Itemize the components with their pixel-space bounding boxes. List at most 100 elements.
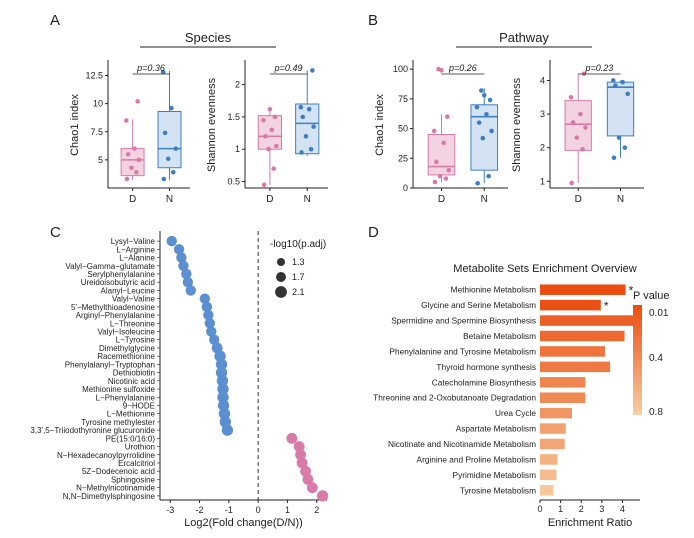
x-tick-label: 1 — [558, 504, 563, 514]
size-legend-dot — [277, 258, 285, 266]
pathway-label: Methionine Metabolism — [451, 285, 536, 295]
metabolite-label: Dimethylglycine — [99, 344, 156, 353]
metabolite-point — [204, 318, 216, 329]
data-point — [267, 106, 273, 112]
metabolite-label: N−Hexadecanoylpyrrolidine — [57, 451, 156, 460]
data-point — [165, 156, 171, 162]
box-iqr — [427, 134, 456, 176]
pathway-label: Catecholamine Biosynthesis — [432, 377, 536, 387]
metabolite-label: Lysyl−Valine — [111, 237, 156, 246]
data-point — [170, 169, 176, 175]
pathway-label: Tyrosine Metabolism — [460, 485, 536, 495]
pvalue-label: p=0.23 — [584, 63, 613, 73]
pathway-label: Spermidine and Spermine Biosynthesis — [391, 316, 536, 326]
data-point — [625, 91, 631, 97]
x-tick-label: 4 — [620, 504, 625, 514]
data-point — [299, 150, 304, 155]
data-point — [474, 104, 480, 110]
data-point — [271, 166, 277, 171]
data-point — [132, 146, 137, 151]
data-point — [173, 146, 179, 151]
data-point — [261, 117, 266, 123]
data-point — [486, 173, 491, 179]
metabolite-label: Racemethionine — [97, 352, 155, 361]
metabolite-label: L−Arginine — [117, 245, 156, 254]
box-iqr — [120, 148, 145, 177]
x-tick-label: D — [575, 194, 582, 205]
x-tick-label: D — [266, 194, 273, 205]
pvalue-label: p=0.49 — [274, 63, 303, 73]
y-tick-label: 75 — [398, 94, 408, 104]
data-point — [484, 112, 489, 117]
metabolite-label: L−Tyrosine — [116, 336, 156, 345]
data-point — [261, 182, 267, 188]
box-panel-b2: 1 2 3 4 Shannon evenness D Np=0.23 — [511, 60, 644, 205]
metabolite-point — [221, 424, 234, 436]
colour-legend-bar — [633, 305, 642, 415]
metabolite-label: N,N−Dimethylsphingosine — [63, 492, 156, 501]
panel-letter-c: C — [50, 224, 61, 241]
metabolite-label: Ercalcitriol — [118, 459, 155, 468]
metabolite-point — [215, 358, 228, 371]
box-group-d — [257, 106, 283, 188]
metabolite-label: Urothion — [125, 443, 155, 452]
metabolite-point — [217, 399, 230, 412]
y-tick-label: 25 — [398, 153, 408, 163]
colour-legend-label: 0.4 — [649, 353, 663, 364]
panel-letter-a: A — [50, 12, 60, 29]
data-point — [610, 78, 616, 83]
y-axis-label: Shannon evenness — [206, 77, 218, 172]
data-point — [436, 66, 441, 72]
box-panel-a2: 0.5 1 1.5 2 Shannon evenness D Np=0.49 — [206, 60, 328, 205]
y-axis-label: Chao1 index — [374, 94, 386, 156]
y-tick-label: 7.5 — [90, 127, 103, 137]
data-point — [136, 157, 142, 163]
enrichment-bar — [540, 346, 605, 357]
y-tick-label: 50 — [398, 124, 408, 134]
pvalue-label: p=0.36 — [136, 63, 165, 73]
pvalue-label: p=0.26 — [448, 63, 477, 73]
metabolite-point — [173, 244, 185, 255]
data-point — [569, 180, 574, 186]
y-tick-label: 12.5 — [85, 71, 103, 81]
enrichment-bar — [540, 377, 586, 388]
species-title: Species — [185, 30, 232, 45]
data-point — [272, 114, 278, 120]
x-tick-label: 0 — [256, 505, 261, 515]
metabolite-label: L−Phenylalanine — [96, 393, 156, 402]
x-tick-label: 2 — [314, 505, 319, 515]
data-point — [269, 127, 275, 133]
metabolite-point — [178, 260, 189, 271]
metabolite-point — [166, 235, 177, 247]
enrichment-bar — [540, 407, 572, 419]
y-tick-label: 1 — [540, 176, 545, 186]
y-tick-label: 0 — [403, 183, 408, 193]
metabolite-label: PE(15:0/16:0) — [106, 434, 156, 443]
metabolite-label: Ureidoisobutyric acid — [81, 278, 155, 287]
metabolite-label: Valyl−Gamma−glutamate — [65, 262, 155, 271]
metabolite-point — [286, 432, 298, 444]
data-point — [434, 159, 439, 165]
pathway-label: Urea Cycle — [495, 408, 536, 418]
size-legend-label: 2.1 — [292, 287, 305, 297]
x-tick-label: 2 — [579, 504, 584, 514]
metabolite-point — [215, 366, 228, 379]
metabolite-point — [300, 465, 312, 477]
volcano-scatter-layer: -3 -2 -1 0 1 2 Log2(Fold change(D/N)) Lysyl−Val… — [30, 231, 329, 529]
data-point — [476, 120, 482, 125]
data-point — [445, 114, 450, 119]
enrichment-bar-layer: Metabolite Sets Enrichment Overview Methi… — [373, 263, 669, 529]
pathway-label: Arginine and Proline Metabolism — [417, 454, 537, 464]
y-tick-label: 2 — [540, 143, 545, 153]
size-legend-dot — [276, 272, 286, 282]
metabolite-point — [316, 490, 329, 502]
data-point — [308, 146, 314, 152]
enrichment-bar — [540, 438, 565, 450]
metabolite-label: N−Methylnicotinamide — [76, 484, 155, 493]
data-point — [481, 92, 487, 98]
metabolite-label: Serylphenylalanine — [87, 270, 155, 279]
metabolite-label: 5'−Methylthioadenosine — [71, 303, 156, 312]
y-tick-label: 4 — [540, 75, 545, 85]
data-point — [437, 173, 443, 179]
